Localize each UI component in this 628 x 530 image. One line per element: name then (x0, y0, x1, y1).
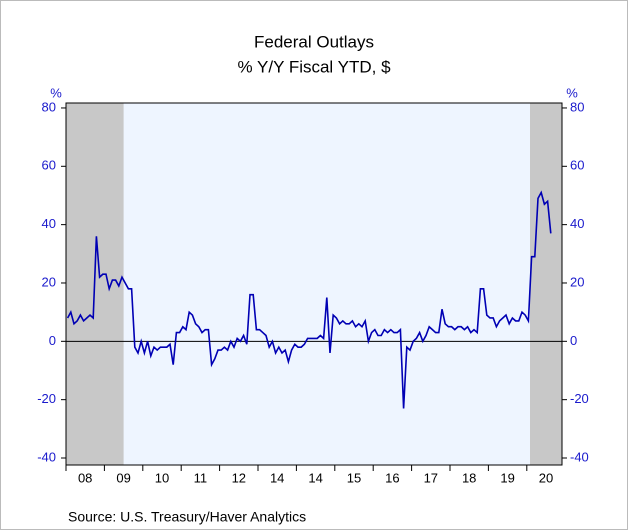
chart-title: Federal Outlays (254, 32, 374, 51)
y-tick-label-right: 0 (570, 333, 577, 348)
y-tick-label-left: -40 (37, 449, 56, 464)
data-line (66, 190, 552, 409)
recession-band (530, 103, 562, 465)
y-tick-label-right: 40 (570, 216, 584, 231)
y-tick-label-left: 20 (42, 274, 56, 289)
x-tick-label: 11 (194, 470, 208, 485)
x-tick-label: 17 (424, 470, 438, 485)
x-tick-label: 20 (539, 470, 553, 485)
x-tick-label: 10 (155, 470, 169, 485)
y-tick-label-left: 60 (42, 158, 56, 173)
y-unit-right: % (566, 85, 578, 100)
plot-area (66, 103, 562, 465)
chart-subtitle: % Y/Y Fiscal YTD, $ (237, 57, 391, 76)
y-tick-label-left: 40 (42, 216, 56, 231)
x-tick-label: 14 (270, 470, 284, 485)
plot-border (65, 102, 563, 466)
y-unit-left: % (50, 85, 62, 100)
x-tick-label: 14 (308, 470, 322, 485)
y-tick-label-left: 0 (49, 333, 56, 348)
x-tick-label: 16 (385, 470, 399, 485)
x-tick-label: 08 (78, 470, 92, 485)
y-tick-label-right: 60 (570, 158, 584, 173)
y-tick-label-right: 20 (570, 274, 584, 289)
x-tick-label: 15 (347, 470, 361, 485)
y-tick-label-right: 80 (570, 99, 584, 114)
y-tick-label-left: -20 (37, 391, 56, 406)
x-tick-label: 18 (462, 470, 476, 485)
x-tick-label: 09 (116, 470, 130, 485)
y-tick-label-right: -40 (570, 449, 589, 464)
y-tick-label-left: 80 (42, 99, 56, 114)
x-tick-label: 12 (232, 470, 246, 485)
source: Source: U.S. Treasury/Haver Analytics (68, 509, 306, 525)
x-tick-label: 19 (500, 470, 514, 485)
y-tick-label-right: -20 (570, 391, 589, 406)
